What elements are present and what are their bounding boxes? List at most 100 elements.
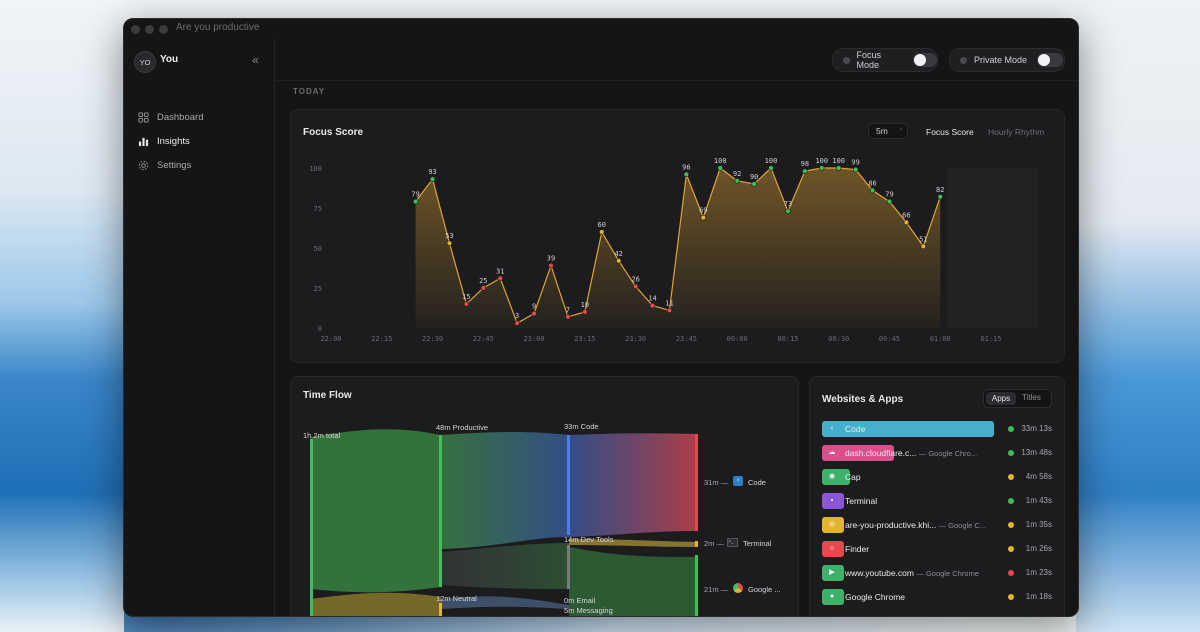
out-code-time: 31m — (704, 478, 729, 487)
usage-bar: ☺ (822, 541, 844, 557)
node-label-email: 0m Email (564, 596, 596, 605)
out-chrome-name: Google ... (748, 585, 781, 594)
app-usage-row[interactable]: ● Google Chrome 1m 18s (822, 589, 1052, 607)
focus-data-point[interactable] (412, 198, 419, 205)
gear-icon (138, 160, 149, 170)
focus-data-point[interactable] (852, 166, 859, 173)
focus-data-point[interactable] (869, 187, 876, 194)
focus-data-point[interactable] (666, 307, 673, 314)
sidebar-item-dashboard[interactable]: Dashboard (138, 109, 203, 125)
app-source: — Google C... (938, 521, 987, 530)
focus-point-label: 31 (496, 267, 504, 275)
node-label-neutral: 12m Neutral (436, 594, 477, 603)
focus-mode-switch[interactable] (912, 53, 937, 67)
app-usage-row[interactable]: ☺ Finder 1m 26s (822, 541, 1052, 559)
x-tick-label: 23:00 (524, 335, 545, 343)
close-window-button[interactable] (131, 25, 140, 34)
node-out-code (695, 434, 698, 531)
x-tick-label: 01:00 (930, 335, 951, 343)
top-bar: Focus Mode Private Mode (275, 39, 1078, 81)
y-tick-label: 75 (314, 205, 322, 213)
focus-point-label: 82 (936, 186, 944, 194)
tab-hourly-rhythm[interactable]: Hourly Rhythm (988, 127, 1045, 137)
node-neutral (439, 603, 442, 616)
focus-point-label: 39 (547, 255, 555, 263)
sidebar-item-settings[interactable]: Settings (138, 157, 191, 173)
cloudflare-icon: ☁ (828, 449, 836, 456)
flow-neutral-to-messaging (441, 596, 569, 609)
focus-data-point[interactable] (565, 314, 571, 320)
focus-data-point[interactable] (497, 275, 503, 282)
grid-icon (138, 111, 149, 123)
x-tick-label: 22:00 (320, 335, 341, 343)
tab-titles[interactable]: Titles (1022, 393, 1041, 402)
app-usage-row[interactable]: ◉ Cap 4m 58s (822, 469, 1052, 487)
private-mode-status-dot (960, 56, 967, 64)
focus-data-point[interactable] (937, 194, 943, 200)
app-usage-row[interactable]: ☁ dash.cloudflare.c... — Google Chro... 13… (822, 445, 1052, 463)
focus-point-label: 10 (581, 301, 589, 309)
zoom-window-button[interactable] (159, 25, 168, 34)
status-dot (1008, 522, 1014, 528)
app-usage-row[interactable]: ◎ are-you-productive.khi... — Google C...… (822, 517, 1052, 535)
focus-data-point[interactable] (700, 214, 707, 221)
collapse-sidebar-icon[interactable]: « (252, 53, 259, 67)
tab-apps[interactable]: Apps (986, 392, 1016, 405)
app-name: Cap (845, 472, 861, 482)
focus-data-point[interactable] (514, 320, 520, 326)
app-usage-row[interactable]: ▪ Terminal 1m 43s (822, 493, 1052, 511)
focus-data-point[interactable] (531, 310, 537, 317)
focus-data-point[interactable] (734, 178, 740, 184)
app-usage-row[interactable]: ▶ www.youtube.com — Google Chrome 1m 23s (822, 565, 1052, 583)
focus-data-point[interactable] (548, 262, 554, 269)
focus-data-point[interactable] (446, 240, 453, 246)
tab-focus-score[interactable]: Focus Score (926, 127, 974, 137)
desktop-wallpaper-right (1076, 0, 1200, 632)
usage-time: 13m 48s (1021, 448, 1052, 457)
bar-chart-icon (138, 137, 149, 146)
focus-data-point[interactable] (819, 165, 825, 171)
focus-data-point[interactable] (463, 301, 470, 307)
focus-data-point[interactable] (649, 302, 656, 309)
focus-data-point[interactable] (632, 283, 639, 290)
private-mode-switch[interactable] (1037, 53, 1064, 67)
focus-data-point[interactable] (802, 168, 808, 174)
focus-data-point[interactable] (785, 208, 791, 214)
private-mode-toggle[interactable]: Private Mode (949, 48, 1065, 72)
focus-point-label: 53 (445, 232, 453, 240)
window-title: Are you productive (176, 22, 260, 33)
focus-data-point[interactable] (615, 258, 622, 264)
focus-data-point[interactable] (599, 229, 605, 235)
focus-data-point[interactable] (717, 165, 723, 171)
interval-select[interactable]: 5m › (868, 123, 908, 139)
focus-data-point[interactable] (582, 309, 588, 315)
focus-data-point[interactable] (903, 219, 910, 226)
focus-data-point[interactable] (480, 285, 487, 291)
x-tick-label: 23:15 (574, 335, 595, 343)
sidebar-item-insights[interactable]: Insights (138, 133, 190, 149)
minimize-window-button[interactable] (145, 25, 154, 34)
focus-data-point[interactable] (920, 243, 927, 250)
focus-mode-status-dot (843, 56, 850, 64)
flow-productive-to-devtools (441, 543, 569, 589)
node-total (310, 439, 313, 616)
focus-data-point[interactable] (683, 171, 690, 178)
focus-mode-toggle[interactable]: Focus Mode (832, 48, 938, 72)
app-usage-row[interactable]: ‹ Code 33m 13s (822, 421, 1052, 439)
avatar[interactable]: YO (134, 51, 156, 73)
focus-data-point[interactable] (768, 165, 774, 171)
status-dot (1008, 498, 1014, 504)
focus-data-point[interactable] (429, 176, 436, 182)
x-tick-label: 00:15 (777, 335, 798, 343)
focus-point-label: 66 (902, 211, 910, 219)
x-tick-label: 22:45 (473, 335, 494, 343)
app-name: Terminal (845, 496, 878, 506)
focus-data-point[interactable] (835, 165, 842, 171)
focus-data-point[interactable] (751, 181, 757, 187)
focus-data-point[interactable] (886, 198, 893, 205)
x-tick-label: 00:00 (727, 335, 748, 343)
focus-point-label: 42 (614, 250, 622, 258)
app-name: dash.cloudflare.c... (845, 448, 917, 458)
sidebar-item-label: Insights (157, 135, 190, 147)
x-tick-label: 22:15 (371, 335, 392, 343)
